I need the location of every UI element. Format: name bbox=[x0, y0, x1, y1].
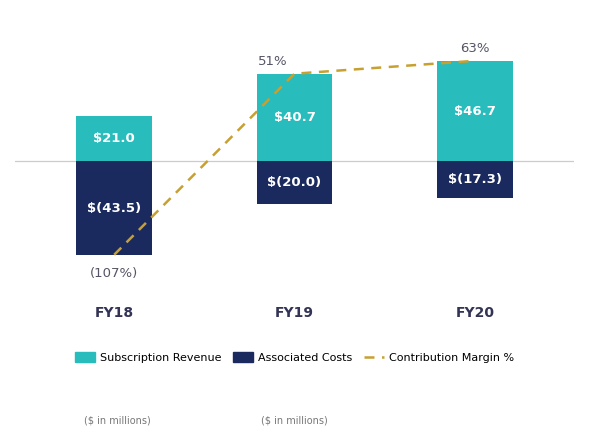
Text: (107%): (107%) bbox=[90, 267, 138, 280]
Legend: Subscription Revenue, Associated Costs, Contribution Margin %: Subscription Revenue, Associated Costs, … bbox=[70, 348, 519, 367]
Bar bbox=[437, 61, 512, 161]
Text: $46.7: $46.7 bbox=[454, 104, 496, 117]
Bar bbox=[257, 74, 332, 161]
Text: 51%: 51% bbox=[258, 56, 287, 69]
Bar bbox=[257, 161, 332, 204]
Bar bbox=[77, 116, 152, 161]
Text: ($ in millions): ($ in millions) bbox=[84, 415, 151, 425]
Text: $(43.5): $(43.5) bbox=[87, 202, 141, 215]
Text: $40.7: $40.7 bbox=[273, 111, 316, 124]
Bar bbox=[437, 161, 512, 198]
Text: $(20.0): $(20.0) bbox=[267, 176, 322, 189]
Bar bbox=[77, 161, 152, 255]
Text: $21.0: $21.0 bbox=[93, 132, 135, 145]
Text: ($ in millions): ($ in millions) bbox=[261, 415, 328, 425]
Text: 63%: 63% bbox=[460, 43, 489, 56]
Text: $(17.3): $(17.3) bbox=[448, 173, 502, 186]
